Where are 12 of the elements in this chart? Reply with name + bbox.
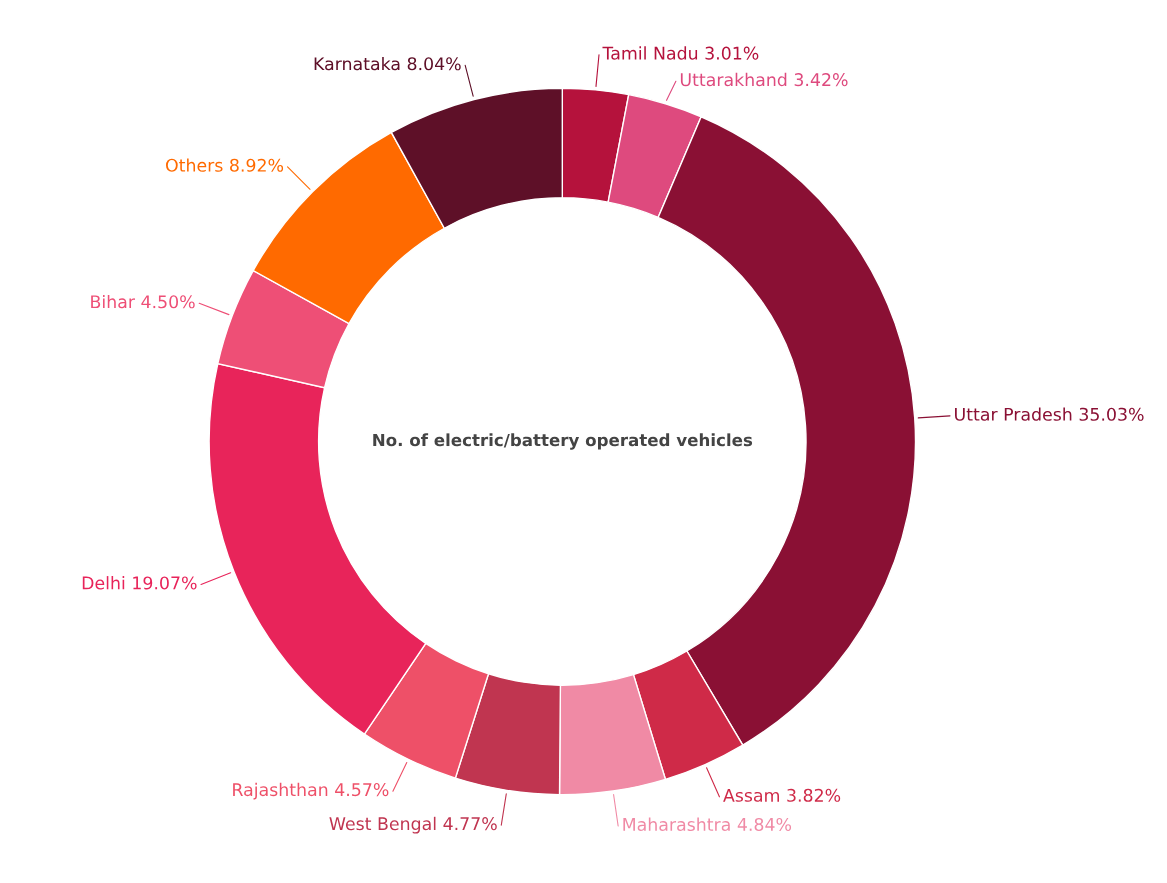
slice-label: Maharashtra 4.84% <box>623 817 792 832</box>
slice-label: Karnataka 8.04% <box>314 56 461 71</box>
slice-label: Uttarakhand 3.42% <box>680 72 848 87</box>
slice-label: West Bengal 4.77% <box>329 816 497 834</box>
slice-label: Assam 3.82% <box>723 788 841 802</box>
slice-label: Bihar 4.50% <box>91 294 195 309</box>
slice-label: Uttar Pradesh 35.03% <box>955 407 1144 421</box>
text: No. of electric/battery operated vehicles <box>373 433 753 450</box>
slice-label: Tamil Nadu 3.01% <box>602 46 759 60</box>
slice-label: Others 8.92% <box>166 158 284 172</box>
slice-label: Delhi 19.07% <box>82 576 197 590</box>
slice-label: Rajashthan 4.57% <box>233 782 389 800</box>
